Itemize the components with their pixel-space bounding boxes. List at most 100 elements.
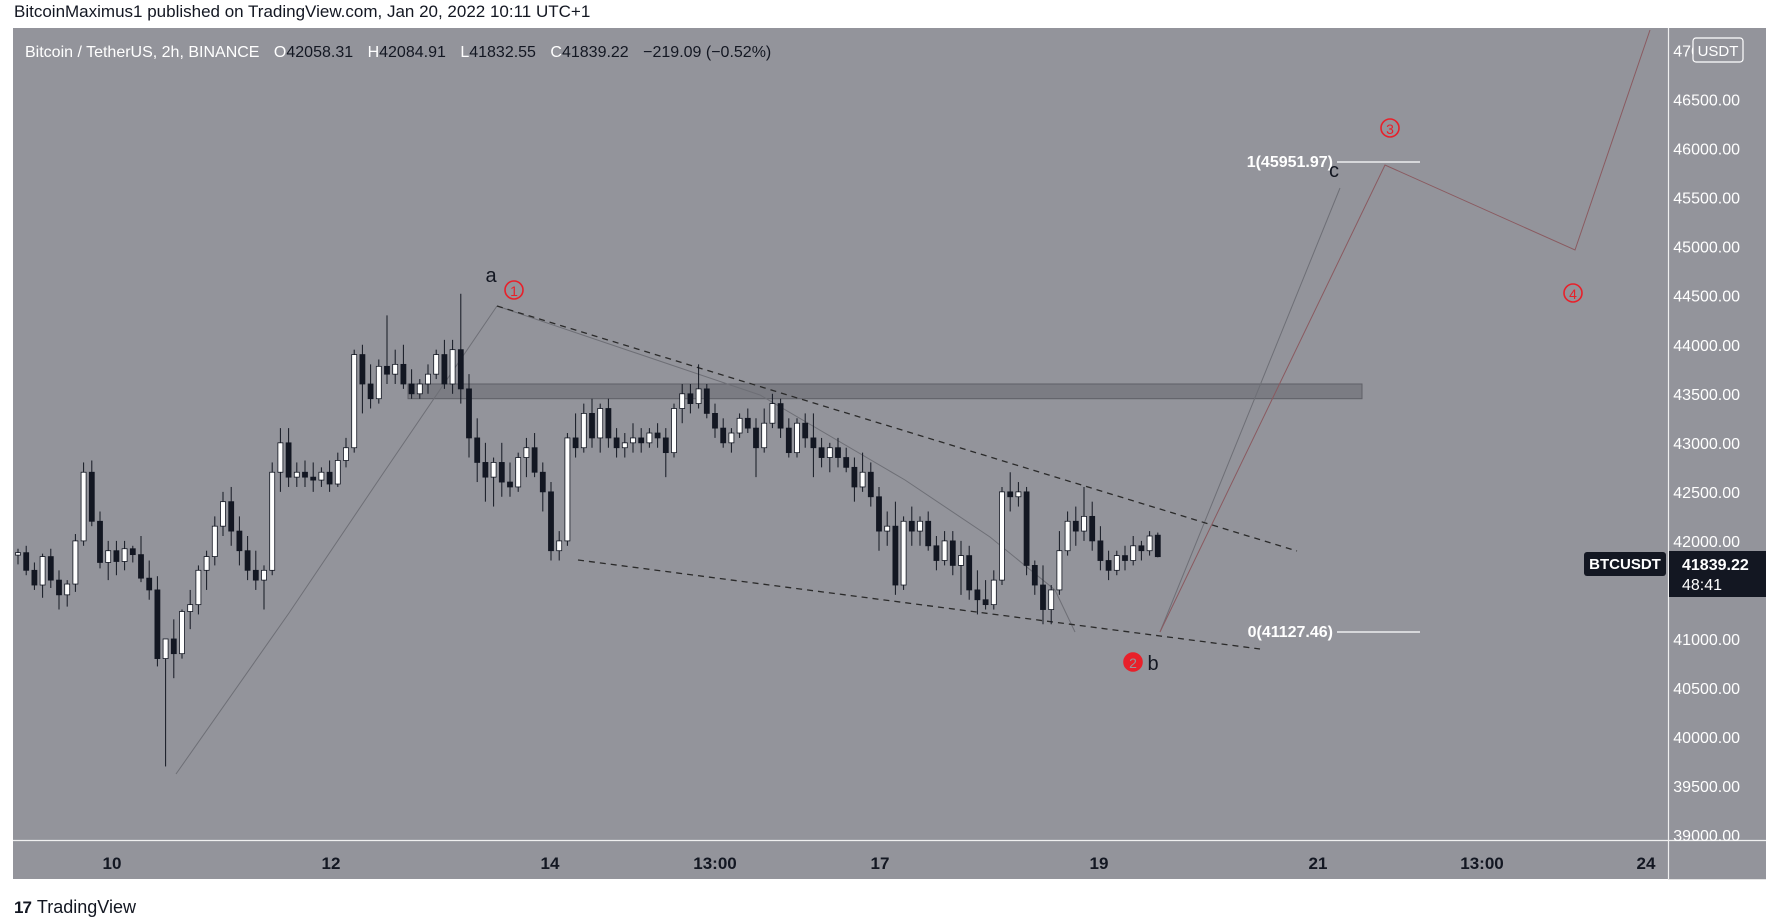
candle xyxy=(1040,565,1046,625)
candle-body xyxy=(638,437,645,444)
candle xyxy=(425,364,431,394)
candle-body xyxy=(23,552,30,571)
candle xyxy=(990,570,997,610)
candle xyxy=(449,339,456,394)
candle-body xyxy=(277,442,284,473)
candle xyxy=(736,413,743,438)
candle xyxy=(802,413,809,448)
candle-body xyxy=(908,520,915,532)
candle xyxy=(744,408,751,434)
candle xyxy=(695,364,702,409)
projection-line xyxy=(1159,29,1651,633)
candle xyxy=(359,344,366,414)
y-tick-label: 42500.00 xyxy=(1673,485,1740,502)
wave-labels: a b c 1 2 3 4 xyxy=(485,118,1583,675)
candle xyxy=(548,482,554,561)
candle-body xyxy=(367,383,374,400)
svg-text:2: 2 xyxy=(1129,655,1137,671)
x-tick-label: 24 xyxy=(1637,854,1656,873)
candle-body xyxy=(113,550,120,562)
price-axis[interactable] xyxy=(1668,28,1766,840)
candle xyxy=(384,315,390,384)
x-tick-label: 13:00 xyxy=(693,854,736,873)
candle-body xyxy=(949,540,956,566)
candle-body xyxy=(1048,589,1055,610)
candle-body xyxy=(1081,515,1087,532)
candle xyxy=(507,462,513,497)
candle xyxy=(1122,545,1128,571)
candle-body xyxy=(925,520,932,547)
candle-body xyxy=(269,471,276,571)
candle xyxy=(908,506,915,546)
y-tick-label: 46500.00 xyxy=(1673,93,1740,110)
candle-body xyxy=(769,403,776,424)
candle xyxy=(1031,560,1038,595)
x-tick-label: 10 xyxy=(103,854,122,873)
candle-body xyxy=(736,417,743,434)
candle xyxy=(556,531,563,561)
candle-body xyxy=(761,422,768,449)
candle xyxy=(712,403,718,438)
candle xyxy=(236,516,243,566)
candle-body xyxy=(990,579,997,606)
candle-body xyxy=(1097,540,1104,561)
y-tick-label: 44500.00 xyxy=(1673,289,1740,306)
candle-body xyxy=(375,365,382,400)
candle-body xyxy=(679,393,686,409)
candle-body xyxy=(302,471,308,478)
candle xyxy=(785,418,792,458)
candle xyxy=(843,447,850,473)
candle-body xyxy=(753,427,759,449)
candle xyxy=(326,460,333,492)
candle xyxy=(441,339,448,389)
tradingview-logo[interactable]: 17 TradingView xyxy=(14,897,136,917)
candle xyxy=(646,428,653,448)
wave-path-line xyxy=(496,305,1076,633)
candle xyxy=(1023,486,1030,576)
candle xyxy=(318,467,325,487)
candle xyxy=(252,550,259,590)
x-tick-label: 21 xyxy=(1309,854,1328,873)
candle xyxy=(334,452,341,487)
candle-body xyxy=(187,604,194,612)
candle xyxy=(146,560,153,600)
candle-body xyxy=(285,442,292,478)
candle-body xyxy=(974,589,981,601)
candle xyxy=(375,359,382,404)
candle xyxy=(1097,526,1104,571)
candle xyxy=(482,442,489,502)
candle-body xyxy=(56,579,62,596)
candle-body xyxy=(261,569,267,581)
candle-body xyxy=(146,577,153,591)
candle xyxy=(466,374,472,458)
candle-body xyxy=(810,437,817,449)
plot-area[interactable] xyxy=(13,28,1668,840)
wave-path-lines xyxy=(175,29,1651,775)
candle xyxy=(982,580,989,610)
time-axis[interactable] xyxy=(13,841,1766,879)
candle xyxy=(490,457,497,507)
candle-body xyxy=(917,520,923,532)
candle-body xyxy=(15,552,21,556)
candle xyxy=(1007,472,1014,512)
candle-body xyxy=(728,432,735,444)
candle-body xyxy=(1023,491,1030,566)
candle-body xyxy=(400,363,407,385)
candle xyxy=(97,511,103,569)
candle-body xyxy=(654,432,661,439)
candle-body xyxy=(785,427,792,454)
candle xyxy=(900,516,907,590)
currency-badge[interactable]: USDT xyxy=(1692,37,1744,63)
candle-body xyxy=(1031,565,1038,586)
candle-body xyxy=(228,501,235,532)
candle xyxy=(794,418,800,458)
candle xyxy=(261,565,267,610)
candle xyxy=(884,511,891,546)
candle xyxy=(88,460,95,527)
svg-text:48:41: 48:41 xyxy=(1682,577,1722,594)
candle xyxy=(220,491,226,536)
candle-body xyxy=(343,447,349,461)
candle xyxy=(728,428,735,453)
candle-body xyxy=(244,550,251,571)
